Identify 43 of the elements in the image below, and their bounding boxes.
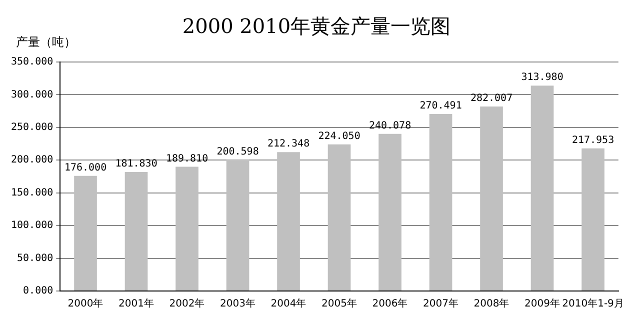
y-tick-label: 50.000 <box>17 252 54 264</box>
data-label: 282.007 <box>470 93 513 104</box>
y-tick-label: 300.000 <box>10 89 54 100</box>
x-tick-label: 2005年 <box>322 298 357 310</box>
data-label: 176.000 <box>64 162 107 174</box>
x-tick-label: 2007年 <box>423 298 458 310</box>
bar <box>226 160 250 290</box>
y-tick-label: 100.000 <box>10 220 54 232</box>
data-label: 313.980 <box>521 72 564 84</box>
bar <box>480 106 503 290</box>
bar <box>176 166 198 290</box>
data-label: 217.953 <box>572 134 614 146</box>
chart-title: 2000 2010年黄金产量一览图 <box>182 14 451 38</box>
bar <box>378 134 402 290</box>
bar <box>582 148 604 290</box>
data-label: 212.348 <box>267 138 310 150</box>
data-label: 189.810 <box>166 153 208 164</box>
y-tick-label: 250.000 <box>10 122 54 134</box>
x-tick-label: 2008年 <box>474 298 510 310</box>
bar <box>124 172 148 290</box>
x-tick-label: 2001年 <box>118 298 154 310</box>
data-label: 240.078 <box>368 120 412 132</box>
x-tick-label: 2010年1-9月 <box>562 298 624 310</box>
bar <box>277 152 300 290</box>
bar <box>429 114 452 290</box>
x-tick-label: 2009年 <box>524 298 560 310</box>
y-tick-label: 0.000 <box>23 286 54 297</box>
x-tick-label: 2003年 <box>220 298 256 310</box>
x-tick-label: 2002年 <box>169 298 205 310</box>
data-label: 181.830 <box>115 158 158 170</box>
bar <box>530 86 554 290</box>
x-tick-label: 2000年 <box>68 298 104 310</box>
y-tick-label: 350.000 <box>10 56 54 68</box>
y-axis-title: 产量（吨） <box>16 34 76 51</box>
bar <box>74 176 97 290</box>
data-label: 224.050 <box>318 131 360 142</box>
y-tick-label: 150.000 <box>10 187 54 198</box>
x-tick-label: 2006年 <box>372 298 408 310</box>
data-label: 200.598 <box>216 146 259 158</box>
bar <box>328 144 351 290</box>
y-tick-label: 200.000 <box>10 154 54 166</box>
data-label: 270.491 <box>420 100 462 112</box>
x-tick-label: 2004年 <box>270 298 306 310</box>
